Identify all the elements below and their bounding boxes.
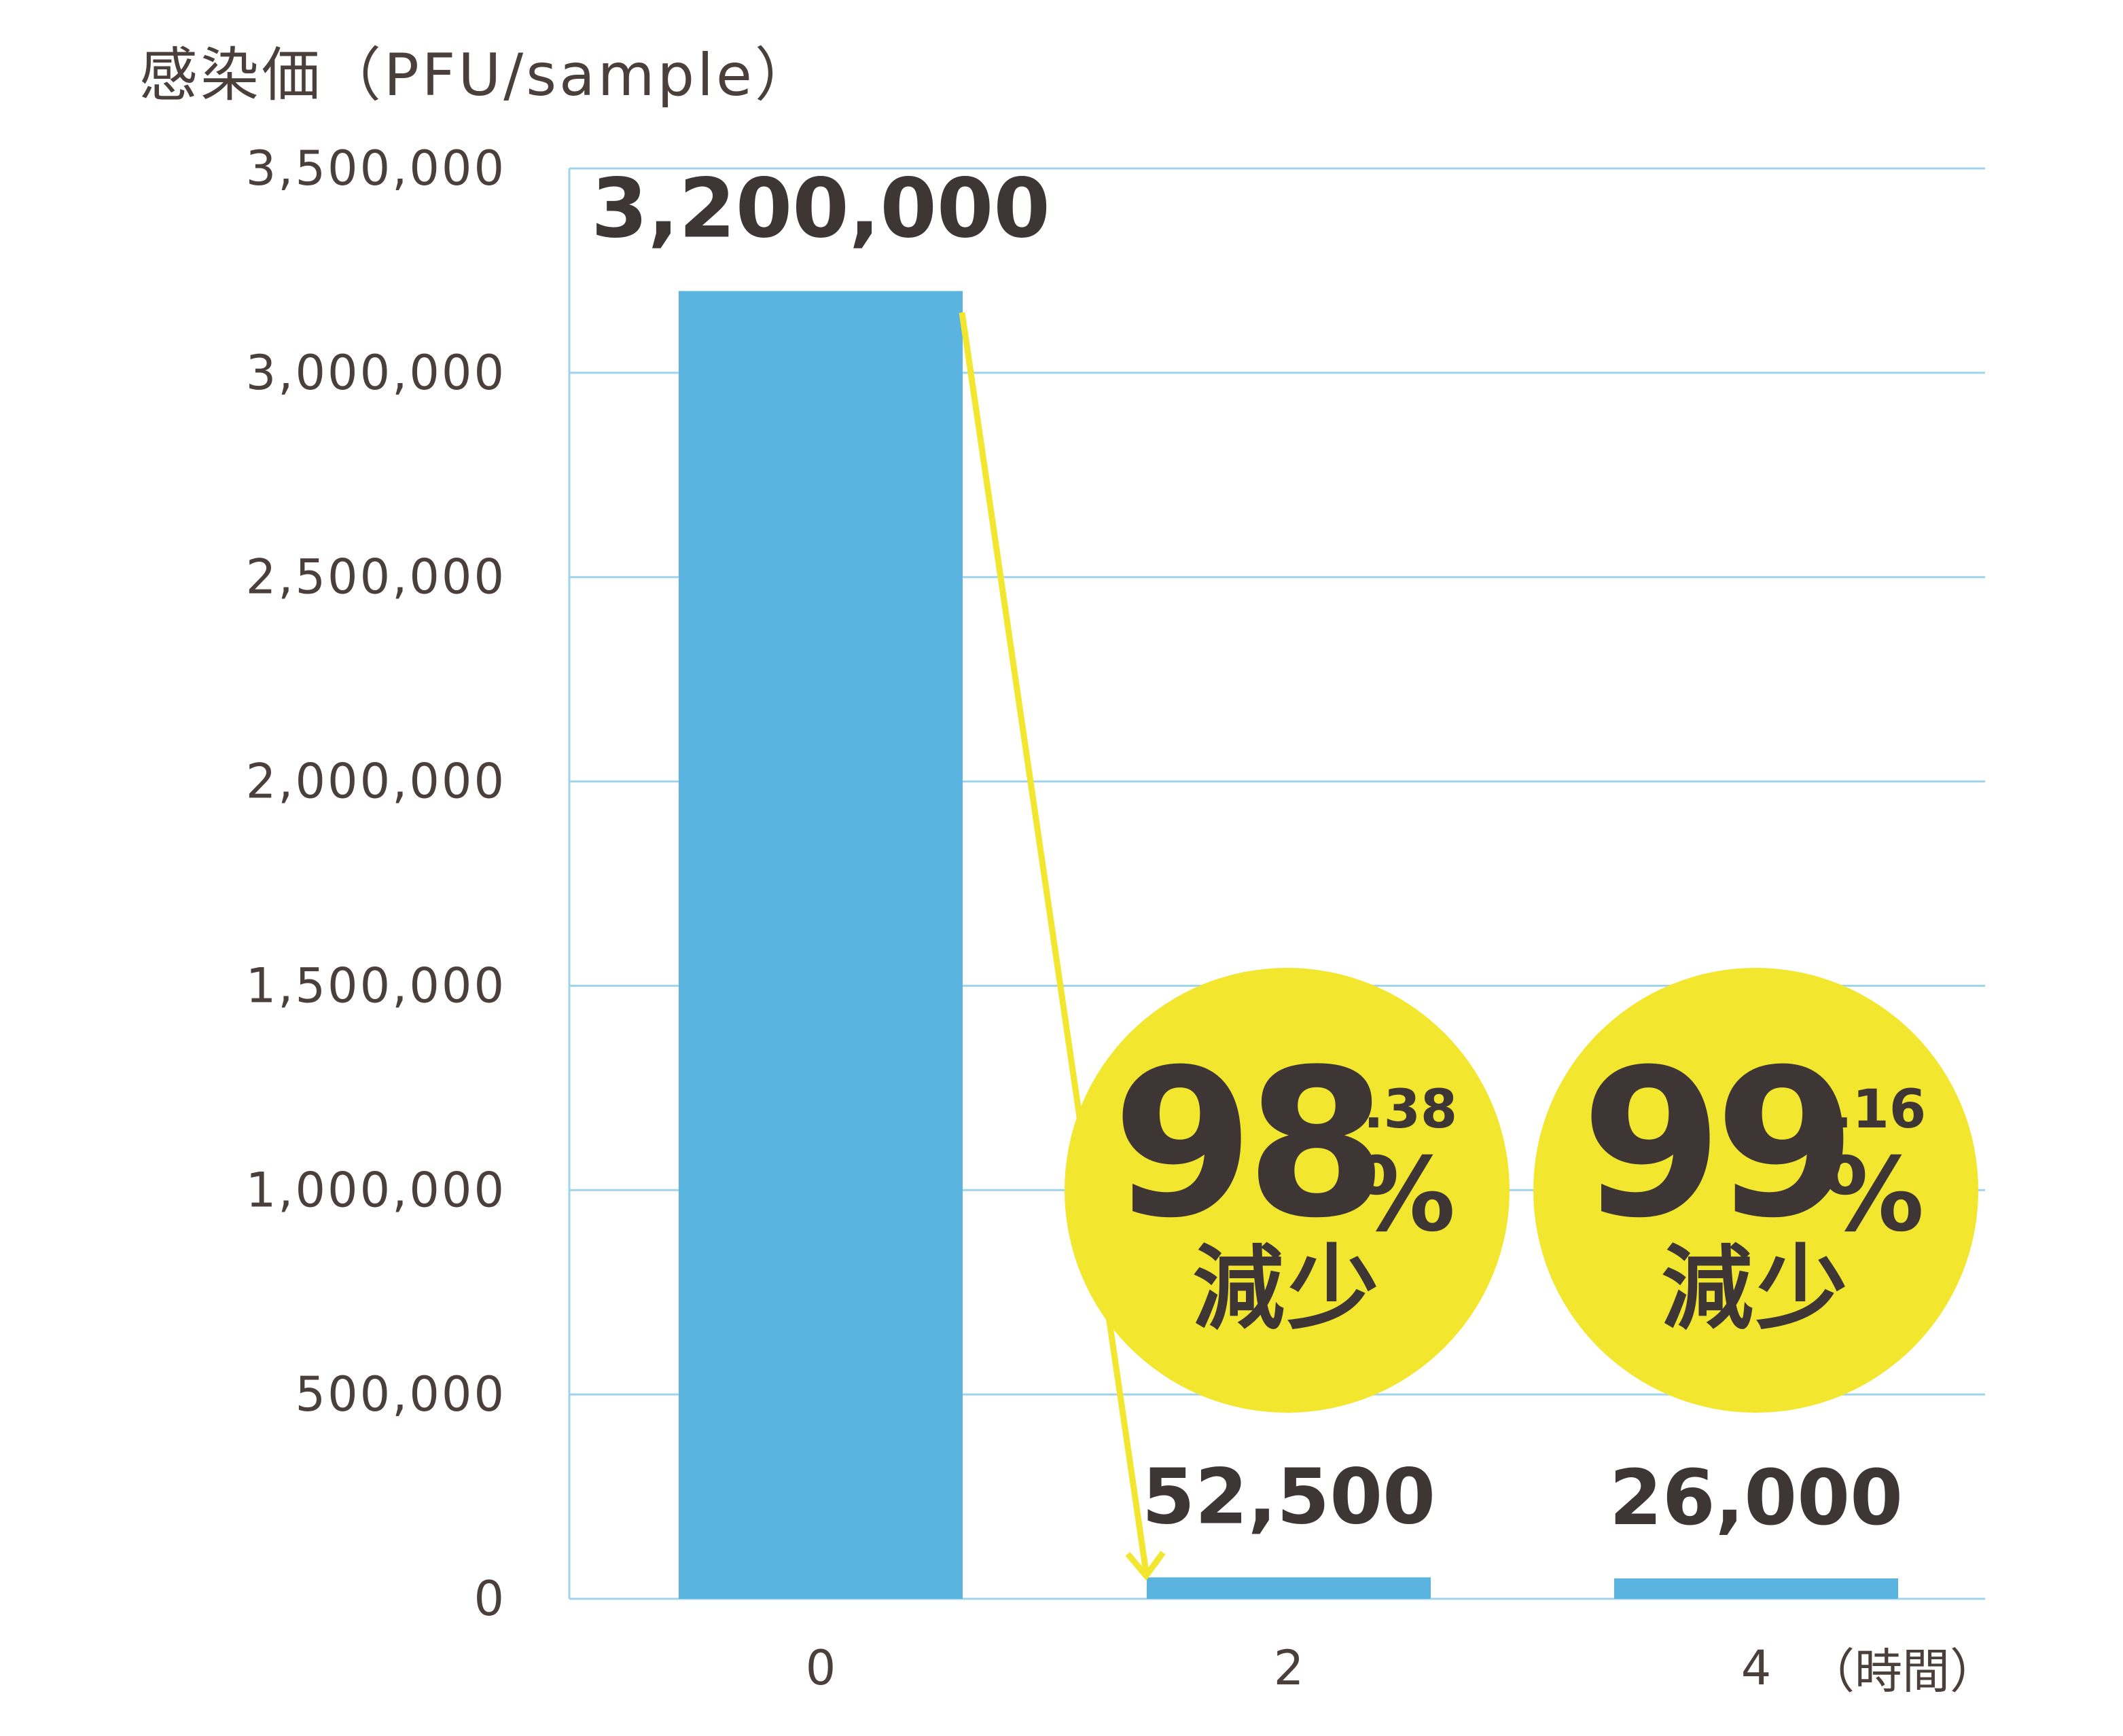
- x-tick-label: 4: [1741, 1640, 1772, 1696]
- data-label: 52,500: [1142, 1453, 1435, 1541]
- y-tick-label: 2,500,000: [246, 549, 506, 605]
- y-tick-label: 0: [474, 1571, 506, 1627]
- reduction-word: 減少: [1192, 1235, 1382, 1342]
- y-tick-label: 500,000: [296, 1367, 506, 1422]
- data-label: 3,200,000: [591, 162, 1050, 257]
- percent-sign: %: [1822, 1136, 1925, 1254]
- percent-sign: %: [1353, 1136, 1456, 1254]
- value-labels: 3,200,000 52,500 26,000: [591, 162, 1903, 1542]
- y-tick-label: 1,000,000: [246, 1162, 506, 1218]
- y-axis-title: 感染価（PFU/sample）: [139, 41, 816, 109]
- x-axis-ticks: 0 2 4: [806, 1640, 1772, 1696]
- data-label: 26,000: [1609, 1454, 1903, 1542]
- y-tick-label: 2,000,000: [246, 754, 506, 810]
- reduction-badge-2h: 98 .38 % 減少: [1065, 968, 1510, 1413]
- bar: [1614, 1578, 1898, 1599]
- reduction-percent-integer: 99: [1581, 1026, 1856, 1263]
- reduction-percent-fraction: .16: [1832, 1079, 1927, 1140]
- bar: [679, 291, 963, 1599]
- x-tick-label: 2: [1274, 1640, 1304, 1696]
- x-axis-unit: （時間）: [1807, 1644, 1997, 1699]
- reduction-percent-fraction: .38: [1363, 1079, 1458, 1140]
- arrow-head: [1125, 1551, 1166, 1581]
- bars: [679, 291, 1898, 1599]
- y-tick-label: 3,000,000: [246, 345, 506, 401]
- y-axis-ticks: 0 500,000 1,000,000 1,500,000 2,000,000 2,500…: [246, 141, 506, 1627]
- reduction-word: 減少: [1661, 1235, 1851, 1342]
- bar: [1147, 1577, 1431, 1599]
- decrease-arrow: [959, 312, 1166, 1581]
- y-tick-label: 3,500,000: [246, 141, 506, 196]
- reduction-badge-4h: 99 .16 % 減少: [1533, 968, 1978, 1413]
- y-tick-label: 1,500,000: [246, 958, 506, 1013]
- arrow-shaft: [959, 312, 1149, 1573]
- reduction-percent-integer: 98: [1112, 1026, 1387, 1263]
- x-tick-label: 0: [806, 1640, 836, 1696]
